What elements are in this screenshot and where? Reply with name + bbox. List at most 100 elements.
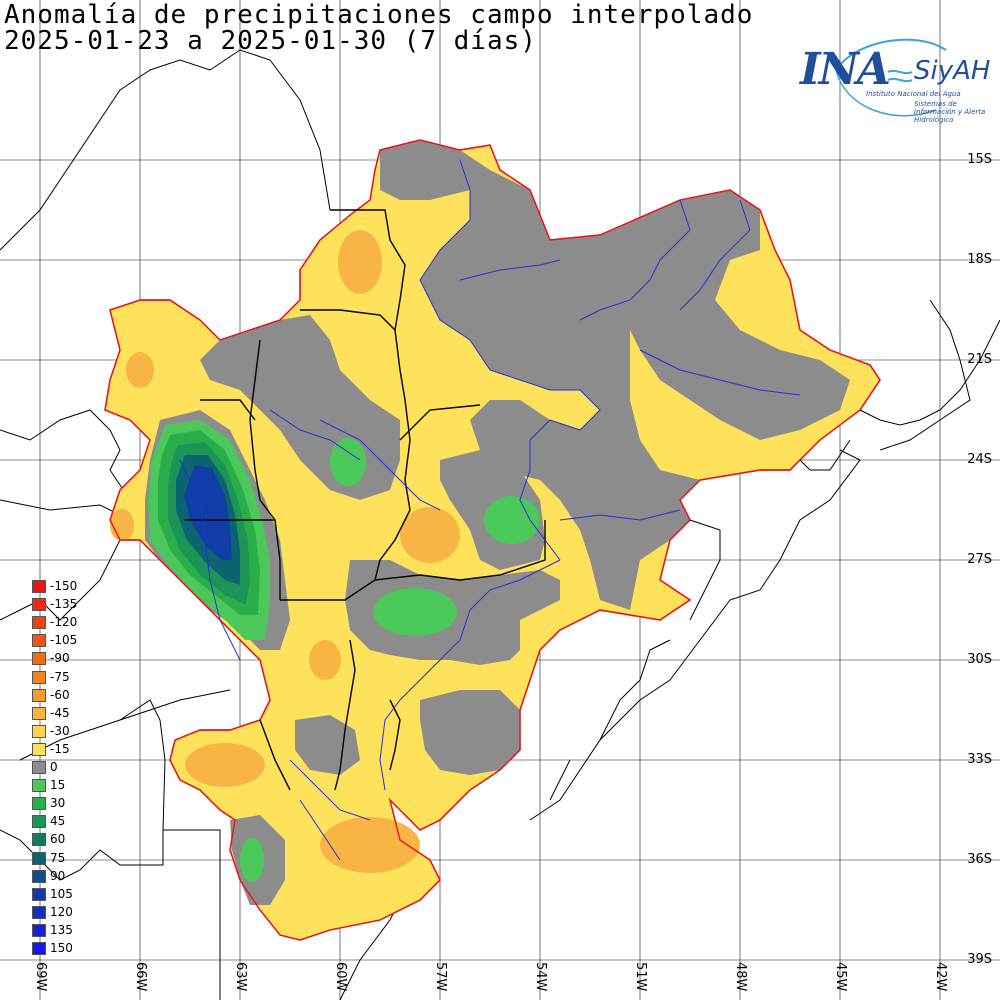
latitude-label: 18S (967, 252, 992, 267)
longitude-label: 48W (733, 962, 748, 992)
legend-item: -15 (32, 741, 112, 756)
zone-green-3 (373, 588, 457, 636)
legend-label: -75 (50, 669, 70, 684)
legend-swatch (32, 869, 46, 883)
zone-gray-sw (295, 715, 360, 775)
legend-label: 135 (50, 922, 73, 937)
legend-swatch (32, 851, 46, 865)
legend-item: -90 (32, 651, 112, 666)
legend-label: -120 (50, 615, 78, 630)
legend-item: 60 (32, 832, 112, 847)
legend-label: 150 (50, 941, 73, 955)
legend-swatch (32, 670, 46, 684)
longitude-label: 69W (33, 962, 48, 992)
longitude-label: 45W (833, 962, 848, 992)
legend-item: 150 (32, 941, 112, 955)
zone-orange-4 (400, 507, 460, 563)
legend-item: 105 (32, 886, 112, 901)
legend-label: 60 (50, 832, 66, 847)
legend-label: 45 (50, 814, 66, 829)
legend-swatch (32, 724, 46, 738)
zone-orange-5 (309, 640, 341, 680)
legend-label: 105 (50, 886, 73, 901)
legend-label: 120 (50, 904, 73, 919)
legend-item: 0 (32, 760, 112, 774)
longitude-label: 60W (333, 962, 348, 992)
zone-gray-north (380, 140, 850, 610)
legend-item: 15 (32, 778, 112, 793)
legend-swatch (32, 761, 46, 774)
legend-label: 15 (50, 778, 66, 793)
legend-item: -30 (32, 723, 112, 738)
longitude-label: 63W (233, 962, 248, 992)
legend-label: 0 (50, 760, 58, 774)
basin-boundaries (185, 209, 546, 791)
longitude-label: 57W (433, 962, 448, 992)
legend-swatch (32, 634, 46, 648)
legend-swatch (32, 779, 46, 793)
legend-item: -150 (32, 579, 112, 593)
longitude-label: 66W (133, 962, 148, 992)
logo-swoosh-icon (835, 38, 947, 117)
legend-label: -30 (50, 723, 70, 738)
coastline (549, 319, 1000, 801)
zone-blue-west (184, 465, 232, 560)
legend-swatch (32, 815, 46, 829)
logo-subtitle-system: Sistemas de Información y Alerta Hidroló… (914, 100, 986, 124)
legend-swatch (32, 742, 46, 756)
zone-orange-2 (126, 352, 154, 388)
logo-subtitle-institute: Instituto Nacional del Agua (866, 90, 961, 98)
legend-label: -135 (50, 597, 78, 612)
legend-item: 45 (32, 814, 112, 829)
logo-brand: INA (800, 44, 891, 95)
legend-swatch (32, 887, 46, 901)
legend-swatch (32, 706, 46, 720)
legend-item: -75 (32, 669, 112, 684)
legend-item: 75 (32, 851, 112, 865)
logo-system: SiyAH (914, 56, 991, 86)
legend-swatch (32, 905, 46, 919)
legend-item: -60 (32, 687, 112, 702)
zone-orange-1 (338, 230, 382, 294)
legend-item: 120 (32, 904, 112, 919)
legend-item: 135 (32, 922, 112, 937)
legend-item: -105 (32, 633, 112, 648)
map-title: Anomalía de precipitaciones campo interp… (4, 0, 754, 30)
legend-label: -150 (50, 579, 78, 593)
legend-swatch (32, 942, 46, 955)
latitude-label: 36S (967, 852, 992, 867)
latitude-label: 24S (967, 452, 992, 467)
legend-swatch (32, 797, 46, 811)
legend-label: 90 (50, 868, 66, 883)
legend-item: -120 (32, 615, 112, 630)
zone-green-2 (484, 496, 540, 544)
latitude-label: 27S (967, 552, 992, 567)
latitude-label: 33S (967, 752, 992, 767)
longitude-label: 54W (533, 962, 548, 992)
legend-label: -105 (50, 633, 78, 648)
rivers (179, 159, 801, 861)
latitude-label: 15S (967, 152, 992, 167)
zone-orange-3 (110, 509, 134, 541)
legend-label: -15 (50, 741, 70, 756)
ina-siyah-logo: INA SiyAH Instituto Nacional del Agua Si… (796, 30, 996, 130)
anomaly-field (104, 139, 881, 941)
legend-item: 90 (32, 868, 112, 883)
legend-swatch (32, 652, 46, 666)
legend-swatch (32, 598, 46, 612)
legend-swatch (32, 923, 46, 937)
zone-orange-7 (320, 817, 420, 873)
legend-label: -45 (50, 705, 70, 720)
legend-item: -135 (32, 597, 112, 612)
legend-swatch (32, 833, 46, 847)
legend-item: 30 (32, 796, 112, 811)
latitude-label: 21S (967, 352, 992, 367)
map-date-range: 2025-01-23 a 2025-01-30 (7 días) (4, 26, 537, 56)
legend-label: -60 (50, 687, 70, 702)
longitude-label: 51W (633, 962, 648, 992)
legend-swatch (32, 580, 46, 593)
latitude-label: 39S (967, 952, 992, 967)
zone-orange-6 (185, 743, 265, 787)
legend-swatch (32, 688, 46, 702)
legend-swatch (32, 616, 46, 630)
